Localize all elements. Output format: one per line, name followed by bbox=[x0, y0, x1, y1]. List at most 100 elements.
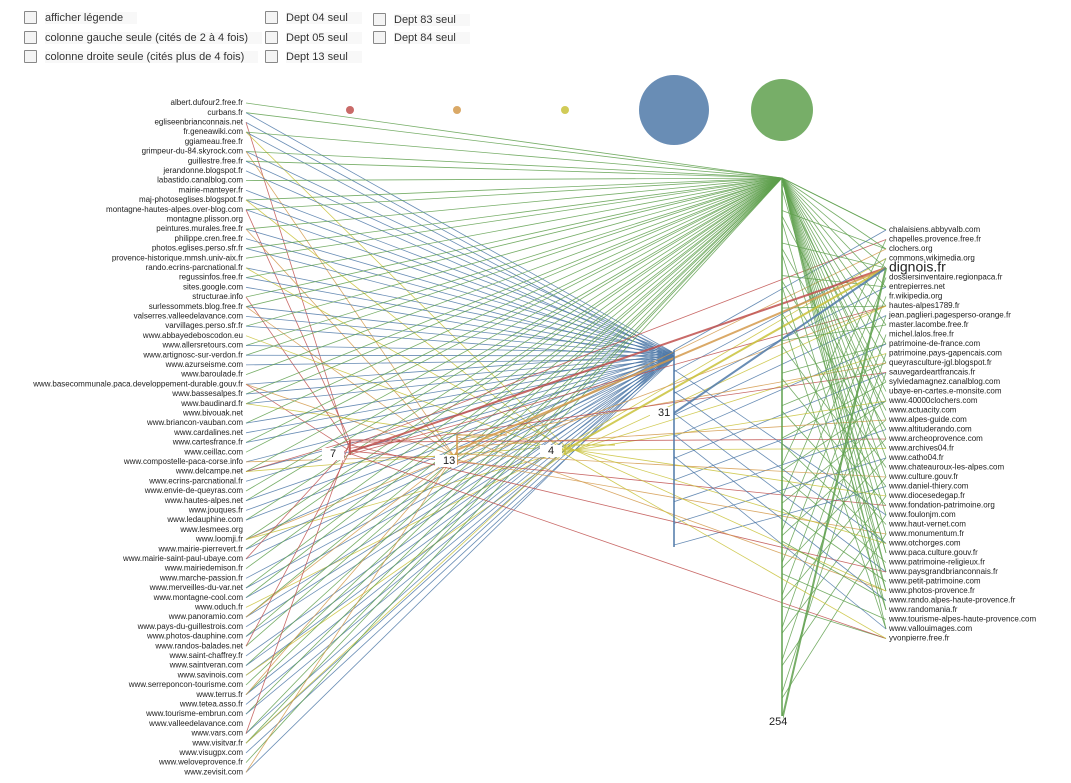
link bbox=[245, 177, 783, 230]
left-site: www.baudinard.fr bbox=[180, 399, 243, 408]
checkbox[interactable]: colonne gauche seule (cités de 2 à 4 foi… bbox=[24, 31, 263, 44]
link bbox=[245, 248, 675, 360]
link bbox=[781, 508, 887, 582]
link bbox=[781, 177, 887, 535]
link bbox=[781, 177, 887, 288]
left-site: www.bassesalpes.fr bbox=[171, 389, 243, 398]
checkbox-box[interactable] bbox=[265, 31, 278, 44]
link bbox=[245, 177, 783, 695]
hub-circle bbox=[639, 75, 709, 145]
link bbox=[245, 355, 675, 744]
right-site: entrepierres.net bbox=[889, 282, 946, 291]
link bbox=[245, 177, 783, 249]
left-site: www.loomji.fr bbox=[195, 535, 243, 544]
checkbox[interactable]: Dept 05 seul bbox=[265, 31, 362, 44]
right-site: chapelles.provence.free.fr bbox=[889, 235, 981, 244]
link bbox=[245, 355, 675, 511]
link bbox=[245, 177, 783, 308]
link bbox=[245, 177, 783, 599]
link bbox=[781, 177, 887, 497]
checkbox-box[interactable] bbox=[24, 31, 37, 44]
link bbox=[245, 177, 783, 346]
checkbox[interactable]: Dept 13 seul bbox=[265, 50, 362, 63]
link bbox=[781, 177, 887, 345]
checkbox-label: Dept 05 seul bbox=[286, 31, 362, 44]
link bbox=[781, 177, 887, 516]
right-site: www.catho04.fr bbox=[888, 453, 944, 462]
link bbox=[673, 456, 887, 630]
link bbox=[245, 355, 675, 589]
link bbox=[781, 177, 887, 478]
link bbox=[245, 177, 783, 647]
left-site: grimpeur-du-84.skyrock.com bbox=[142, 147, 244, 156]
link bbox=[245, 306, 458, 459]
checkbox-box[interactable] bbox=[24, 11, 37, 24]
checkbox-box[interactable] bbox=[373, 31, 386, 44]
link bbox=[245, 177, 783, 589]
link bbox=[245, 352, 675, 502]
left-site: www.ceillac.com bbox=[183, 447, 243, 456]
link bbox=[245, 131, 783, 179]
checkbox-box[interactable] bbox=[265, 50, 278, 63]
link bbox=[245, 355, 675, 434]
link bbox=[245, 267, 566, 449]
link bbox=[245, 450, 458, 773]
link bbox=[781, 324, 887, 341]
link bbox=[245, 177, 783, 201]
link bbox=[245, 177, 783, 550]
link bbox=[245, 177, 783, 744]
left-site: provence-historique.mmsh.univ-aix.fr bbox=[112, 253, 243, 262]
checkbox[interactable]: Dept 83 seul bbox=[373, 13, 470, 26]
link bbox=[781, 334, 887, 628]
left-site: photos.eglises.perso.sfr.fr bbox=[152, 244, 243, 253]
link bbox=[245, 112, 675, 354]
link bbox=[673, 391, 887, 544]
left-site: www.delcampe.net bbox=[175, 467, 244, 476]
link bbox=[245, 177, 783, 356]
checkbox[interactable]: Dept 84 seul bbox=[373, 31, 470, 44]
checkbox-label: Dept 83 seul bbox=[394, 13, 470, 26]
left-site: www.jouques.fr bbox=[188, 506, 244, 515]
link bbox=[673, 412, 887, 573]
link bbox=[245, 131, 566, 447]
link bbox=[245, 170, 675, 360]
right-site: queyrasculture-jgl.blogspot.fr bbox=[889, 358, 992, 367]
left-site: philippe.cren.free.fr bbox=[175, 234, 244, 243]
link bbox=[781, 476, 887, 602]
link bbox=[781, 573, 887, 620]
checkbox[interactable]: Dept 04 seul bbox=[265, 11, 362, 24]
checkbox-box[interactable] bbox=[265, 11, 278, 24]
left-site: www.compostelle-paca-corse.info bbox=[123, 457, 244, 466]
link bbox=[245, 358, 675, 482]
link bbox=[245, 228, 675, 354]
link bbox=[245, 177, 783, 521]
left-site: www.tourisme-embrun.com bbox=[145, 709, 243, 718]
hub-circle bbox=[453, 106, 461, 114]
link bbox=[781, 286, 887, 611]
link bbox=[781, 378, 887, 506]
link bbox=[781, 177, 887, 611]
link bbox=[245, 358, 675, 637]
left-site: www.terrus.fr bbox=[195, 690, 243, 699]
checkbox[interactable]: colonne droite seule (cités plus de 4 fo… bbox=[24, 50, 259, 63]
checkbox[interactable]: afficher légende bbox=[24, 11, 138, 24]
link bbox=[245, 383, 458, 458]
link bbox=[245, 448, 566, 744]
checkbox-box[interactable] bbox=[24, 50, 37, 63]
right-site: www.haut-vernet.com bbox=[888, 520, 966, 529]
right-site: ubaye-en-cartes.e-monsite.com bbox=[889, 387, 1002, 396]
link bbox=[564, 448, 887, 497]
checkbox-box[interactable] bbox=[373, 13, 386, 26]
link bbox=[781, 177, 887, 573]
checkbox-label: afficher légende bbox=[45, 11, 138, 24]
left-site: www.weloveprovence.fr bbox=[158, 758, 243, 767]
right-site: www.daniel-thiery.com bbox=[888, 482, 969, 491]
link bbox=[564, 446, 887, 544]
link bbox=[781, 177, 887, 421]
link bbox=[245, 177, 783, 327]
link bbox=[781, 400, 887, 472]
left-site: egliseenbrianconnais.net bbox=[154, 118, 243, 127]
left-site: www.visitvar.fr bbox=[191, 738, 243, 747]
right-site: www.fondation-patrimoine.org bbox=[888, 501, 995, 510]
link bbox=[781, 381, 887, 439]
